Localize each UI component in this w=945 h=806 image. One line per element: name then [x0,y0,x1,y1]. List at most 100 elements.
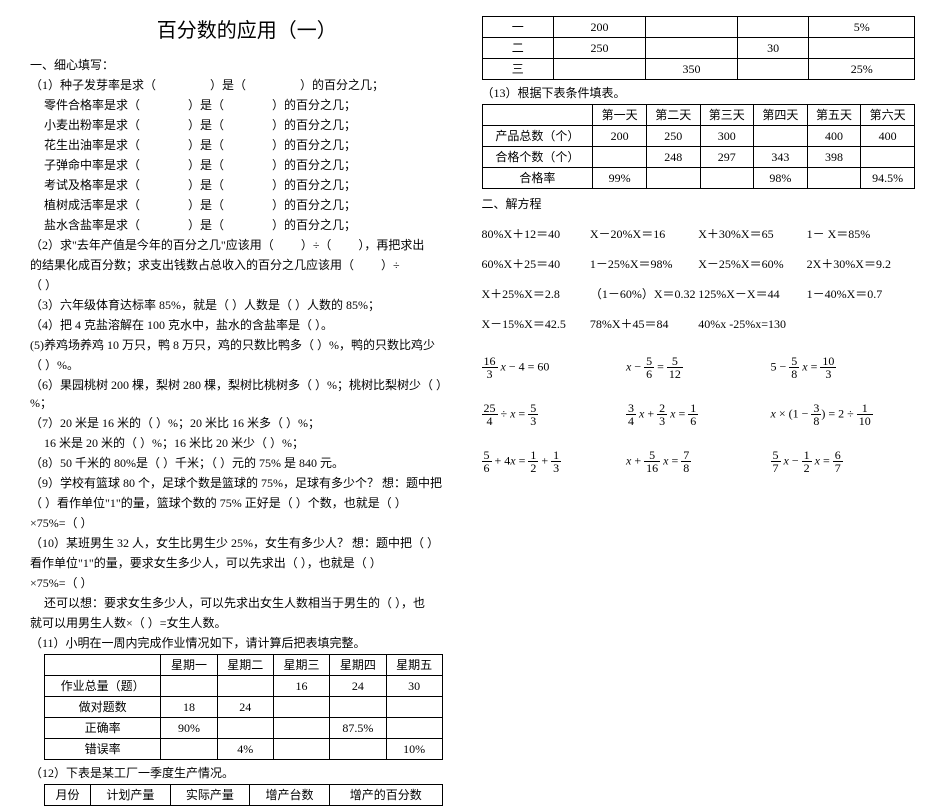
fraction-equation-block: 163 x − 4 = 60x − 56 = 5125 − 58 x = 103… [482,355,916,474]
q10e: 就可以用男生人数×（ ）=女生人数。 [30,614,464,632]
equation: X－15%X＝42.5 [482,315,590,333]
table-cell [217,718,273,739]
q1-sub-lines: 零件合格率是求（ ）是（ ）的百分之几； 小麦出粉率是求（ ）是（ ）的百分之几；… [30,96,464,234]
equation: 1－ X＝85% [807,225,915,243]
table-cell: 25% [809,59,915,80]
q1-line: 考试及格率是求（ ）是（ ）的百分之几； [30,176,464,194]
q1-line: 小麦出粉率是求（ ）是（ ）的百分之几； [30,116,464,134]
table-cell [754,126,808,147]
table-cell: 24 [217,697,273,718]
q1-line: 子弹命中率是求（ ）是（ ）的百分之几； [30,156,464,174]
table-header-cell: 计划产量 [91,785,171,806]
q2-line2: 的结果化成百分数；求支出钱数占总收入的百分之几应该用（ ）÷ [30,256,464,274]
table-cell [554,59,646,80]
table-cell: 250 [646,126,700,147]
table-header-cell: 第四天 [754,105,808,126]
table-cell: 4% [217,739,273,760]
q1-line: 花生出油率是求（ ）是（ ）的百分之几； [30,136,464,154]
q7b: 16 米是 20 米的（ ）%；16 米比 20 米少（ ）%； [30,434,464,452]
table-cell: 250 [554,38,646,59]
q1-stem: （1）种子发芽率是求（ [30,78,156,92]
table-cell: 297 [700,147,754,168]
q12: （12）下表是某工厂一季度生产情况。 [30,764,464,782]
table-header-cell: 第三天 [700,105,754,126]
q1-line: 零件合格率是求（ ）是（ ）的百分之几； [30,96,464,114]
table-header-cell: 第二天 [646,105,700,126]
equation-row: 60%X＋25＝401－25%X＝98%X－25%X＝60%2X＋30%X＝9.… [482,255,916,273]
q6: （6）果园桃树 200 棵，梨树 280 棵，梨树比桃树多（ ）%；桃树比梨树少… [30,376,464,412]
equation-row: 254 ÷ x = 5334 x + 23 x = 16x × (1 − 38)… [482,402,916,427]
table-cell [593,147,647,168]
equation: x × (1 − 38) = 2 ÷ 110 [771,402,916,427]
q7a: （7）20 米是 16 米的（ ）%；20 米比 16 米多（ ）%； [30,414,464,432]
q10b: 看作单位"1"的量，要求女生多少人，可以先求出（ ），也就是（ ） [30,554,464,572]
equation: x + 516 x = 78 [626,449,771,474]
table-cell: 98% [754,168,808,189]
table-cell [861,147,915,168]
page-title: 百分数的应用（一） [30,16,464,46]
table-cell [737,17,809,38]
table-cell [645,38,737,59]
q1-line: 植树成活率是求（ ）是（ ）的百分之几； [30,196,464,214]
table-cell: 248 [646,147,700,168]
q10d: 还可以想：要求女生多少人，可以先求出女生人数相当于男生的（ ），也 [30,594,464,612]
table-cell [646,168,700,189]
table-cell: 做对题数 [45,697,161,718]
equation: 125%X－X＝44 [698,285,806,303]
equation: 1－25%X＝98% [590,255,698,273]
table-cell [161,676,217,697]
equation: X－25%X＝60% [698,255,806,273]
q8: （8）50 千米的 80%是（ ）千米；（ ）元的 75% 是 840 元。 [30,454,464,472]
q5a: (5)养鸡场养鸡 10 万只，鸭 8 万只，鸡的只数比鸭多（ ）%，鸭的只数比鸡… [30,336,464,354]
table-cell [330,739,386,760]
table-cell: 200 [554,17,646,38]
table-cell: 30 [386,676,442,697]
table-cell: 三 [482,59,554,80]
q3: （3）六年级体育达标率 85%，就是（ ）人数是（ ）人数的 85%； [30,296,464,314]
table-cell [645,17,737,38]
equation: x − 56 = 512 [626,355,771,380]
q4: （4）把 4 克盐溶解在 100 克水中，盐水的含盐率是（ ）。 [30,316,464,334]
table-cell: 398 [807,147,861,168]
table-row: 二25030 [482,38,915,59]
equation [807,315,915,333]
equation-row: 163 x − 4 = 60x − 56 = 5125 − 58 x = 103 [482,355,916,380]
table-cell [700,168,754,189]
table-cell: 一 [482,17,554,38]
equation: 40%x -25%x=130 [698,315,806,333]
table-cell: 18 [161,697,217,718]
table-cell: 90% [161,718,217,739]
q10a: （10）某班男生 32 人，女生比男生少 25%，女生有多少人？ 想：题中把（ … [30,534,464,552]
equation-row: X＋25%X＝2.8（1－60%）X＝0.32125%X－X＝441－40%X＝… [482,285,916,303]
table-q12-body: 一2005%二25030三35025% [482,16,916,80]
table-cell [273,739,329,760]
equation: 78%X＋45＝84 [590,315,698,333]
equation: 60%X＋25＝40 [482,255,590,273]
equation: 2X＋30%X＝9.2 [807,255,915,273]
q2-line1: （2）求"去年产值是今年的百分之几"应该用（ ）÷（ ），再把求出 [30,236,464,254]
table-row: 产品总数（个）200250300400400 [482,126,915,147]
table-cell: 400 [807,126,861,147]
q9c: ×75%=（ ） [30,514,464,532]
table-cell: 300 [700,126,754,147]
table-header-cell: 星期二 [217,655,273,676]
table-cell [807,168,861,189]
equation: 254 ÷ x = 53 [482,402,627,427]
right-column: 一2005%二25030三35025% （13）根据下表条件填表。 第一天第二天… [482,16,916,806]
q2-line3: （ ） [30,276,464,294]
table-cell: 30 [737,38,809,59]
equation: X－20%X＝16 [590,225,698,243]
q5b: （ ）%。 [30,356,464,374]
equation: 1－40%X＝0.7 [807,285,915,303]
table-cell: 350 [645,59,737,80]
left-column: 百分数的应用（一） 一、细心填写： （1）种子发芽率是求（ ）是（ ）的百分之几… [30,16,464,806]
table-cell [273,697,329,718]
table-cell: 10% [386,739,442,760]
equation: X＋25%X＝2.8 [482,285,590,303]
equation-row: X－15%X＝42.578%X＋45＝8440%x -25%x=130 [482,315,916,333]
table-cell [161,739,217,760]
equation: 5 − 58 x = 103 [771,355,916,380]
table-q11: 星期一星期二星期三星期四星期五作业总量（题）162430做对题数1824正确率9… [44,654,443,760]
table-cell [217,676,273,697]
equation: 80%X＋12＝40 [482,225,590,243]
